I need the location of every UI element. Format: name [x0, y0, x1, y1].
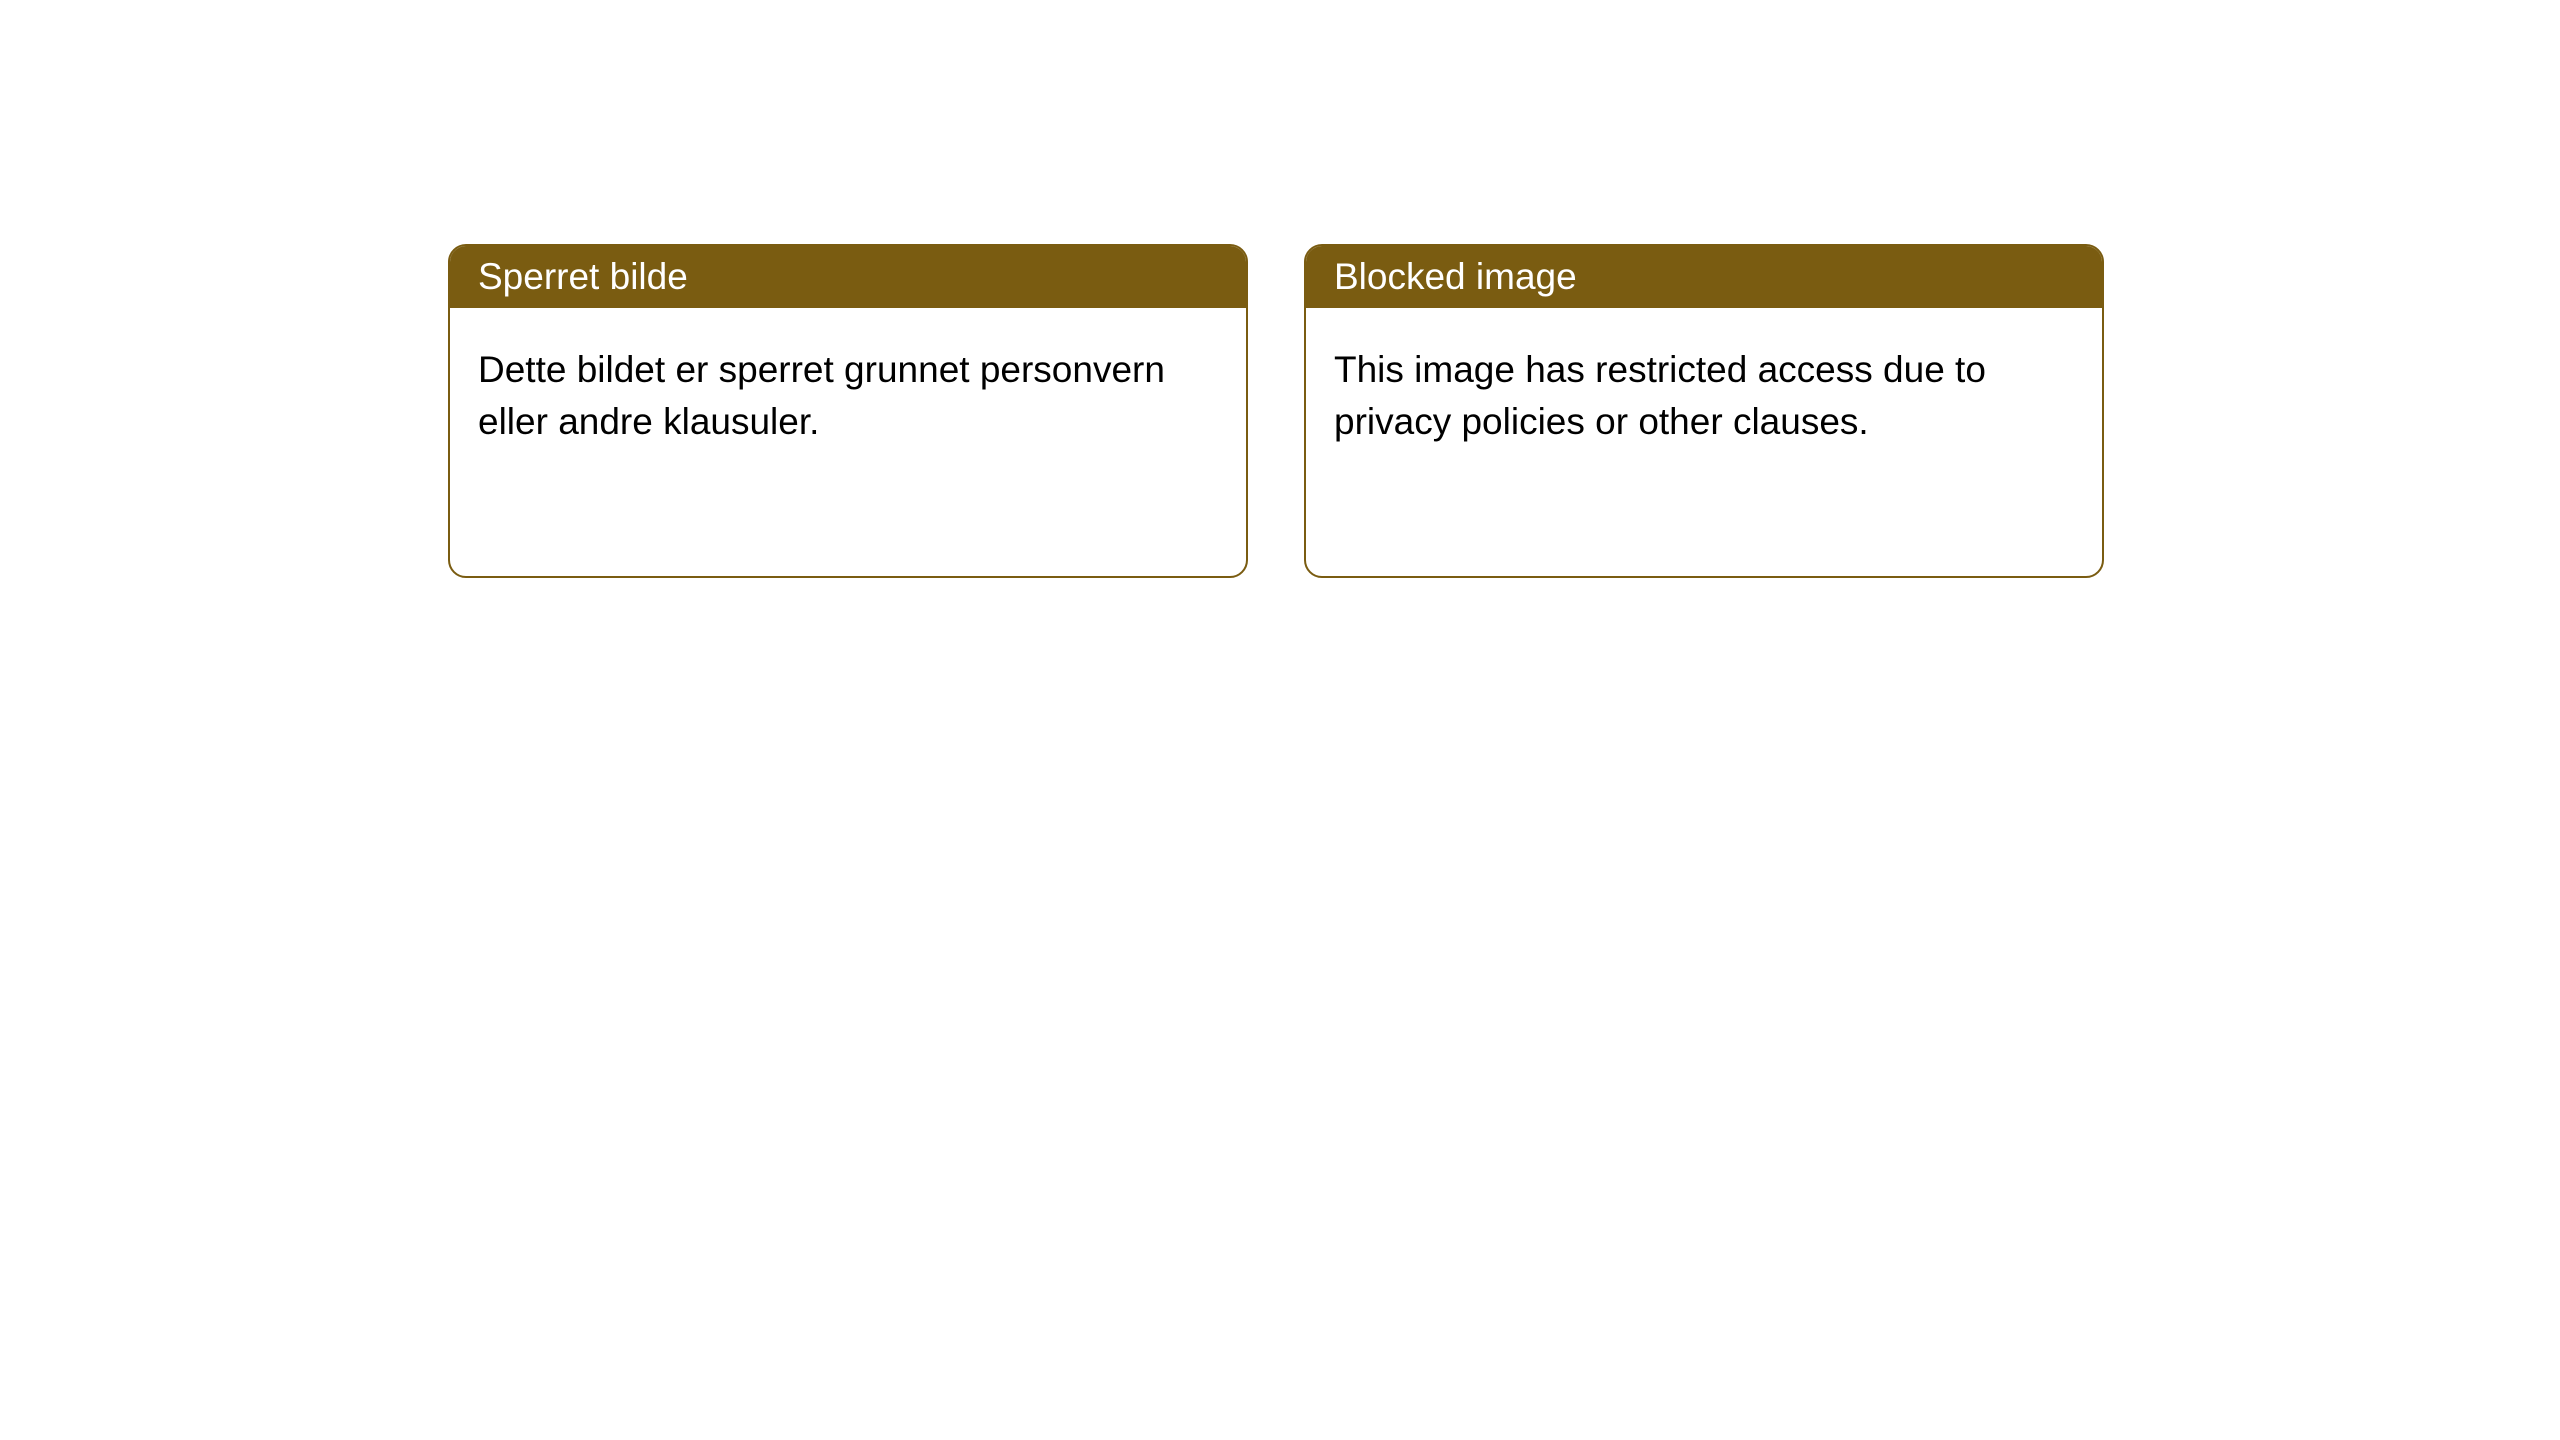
card-header: Blocked image	[1306, 246, 2102, 308]
card-title: Sperret bilde	[478, 256, 688, 297]
card-body-text: Dette bildet er sperret grunnet personve…	[478, 349, 1165, 442]
card-body: Dette bildet er sperret grunnet personve…	[450, 308, 1246, 484]
notice-container: Sperret bilde Dette bildet er sperret gr…	[448, 244, 2104, 578]
card-body: This image has restricted access due to …	[1306, 308, 2102, 484]
card-title: Blocked image	[1334, 256, 1577, 297]
notice-card-english: Blocked image This image has restricted …	[1304, 244, 2104, 578]
card-body-text: This image has restricted access due to …	[1334, 349, 1986, 442]
card-header: Sperret bilde	[450, 246, 1246, 308]
notice-card-norwegian: Sperret bilde Dette bildet er sperret gr…	[448, 244, 1248, 578]
